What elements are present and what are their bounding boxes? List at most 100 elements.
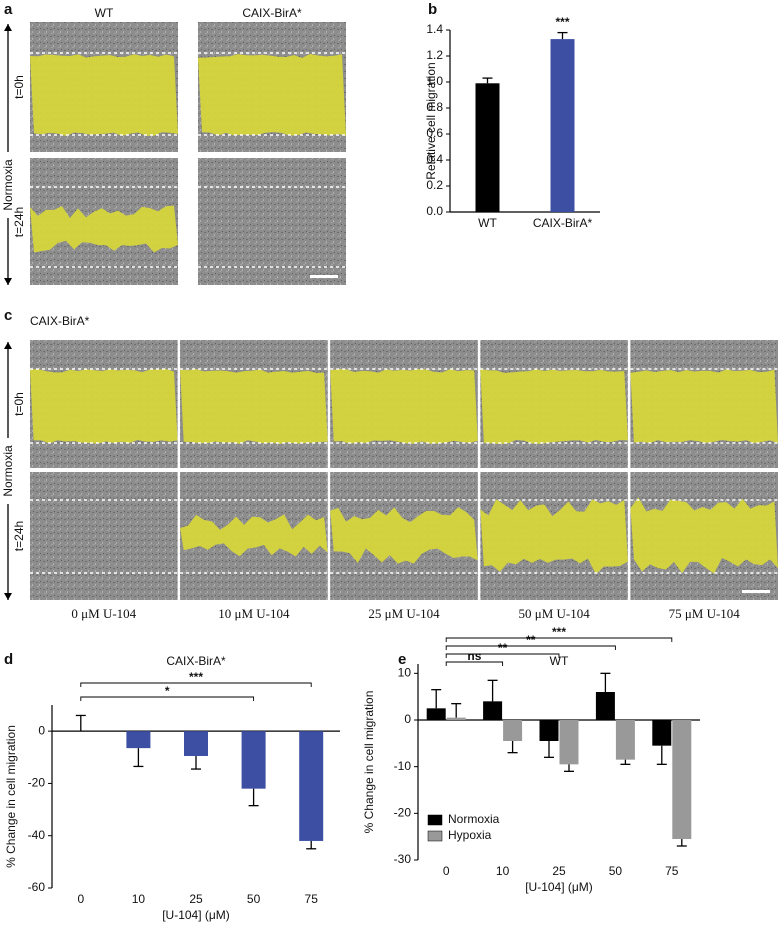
panel-letter: d <box>4 651 13 668</box>
y-axis-label: % Change in cell migration <box>4 725 18 868</box>
y-tick-label: 0.8 <box>426 100 443 114</box>
y-tick-label: -10 <box>394 759 412 773</box>
bar <box>241 731 266 789</box>
y-tick-label: -20 <box>28 776 46 790</box>
x-tick-label: CAIX-BirA* <box>533 216 593 230</box>
comparison-bracket <box>80 682 312 687</box>
significance: *** <box>189 670 203 684</box>
y-tick-label: -20 <box>394 806 412 820</box>
wound-area <box>480 499 628 574</box>
bar <box>483 701 503 720</box>
comparison-bracket <box>445 661 504 666</box>
arrow-head <box>4 278 12 285</box>
panel-letter: e <box>398 651 406 668</box>
y-axis-label: % Change in cell migration <box>362 691 376 834</box>
scale-bar <box>742 590 770 593</box>
bar <box>126 731 151 749</box>
bar <box>446 717 466 720</box>
significance: ** <box>498 641 508 655</box>
significance: *** <box>555 15 569 29</box>
y-tick-label: 0 <box>38 723 45 737</box>
wound-area <box>630 369 778 444</box>
y-tick-label: 0.4 <box>426 152 443 166</box>
y-tick-label: 0.2 <box>426 178 443 192</box>
micrograph <box>198 158 346 285</box>
comparison-bracket <box>80 696 255 701</box>
column-label: 0 μM U-104 <box>71 606 136 621</box>
wound-area <box>180 514 328 557</box>
significance: *** <box>552 625 566 639</box>
comparison-bracket <box>445 637 673 642</box>
wound-area <box>630 497 778 574</box>
significance: ** <box>526 633 536 647</box>
x-tick-label: 10 <box>132 892 146 906</box>
y-tick-label: 1.2 <box>426 48 443 62</box>
x-tick-label: 0 <box>443 864 450 878</box>
column-label: 75 μM U-104 <box>669 606 741 621</box>
wound-area <box>180 369 328 444</box>
panel-title: CAIX-BirA* <box>30 314 90 328</box>
wound-area <box>30 369 178 444</box>
comparison-bracket <box>445 653 560 658</box>
row-label: t=0h <box>12 392 26 416</box>
arrow-head <box>4 24 12 31</box>
bar <box>299 731 324 841</box>
x-tick-label: 50 <box>247 892 261 906</box>
condition-label: Normoxia <box>1 445 15 497</box>
y-tick-label: 0 <box>404 712 411 726</box>
wound-area <box>480 369 628 444</box>
row-label: t=24h <box>12 207 26 237</box>
x-axis-label: [U-104] (μM) <box>162 908 230 922</box>
micrograph <box>30 472 178 600</box>
x-axis-label: [U-104] (μM) <box>525 880 593 894</box>
wound-area <box>30 205 178 253</box>
legend-swatch <box>427 830 443 842</box>
bar <box>426 708 446 720</box>
bar <box>615 720 635 760</box>
chart-title: WT <box>550 654 569 668</box>
row-label: t=0h <box>12 75 26 99</box>
bar <box>652 720 672 746</box>
y-tick-label: 1.4 <box>426 22 443 36</box>
label-bg <box>2 438 15 504</box>
wound-area <box>198 54 346 136</box>
y-tick-label: 10 <box>398 666 412 680</box>
x-tick-label: 75 <box>665 864 679 878</box>
x-tick-label: 75 <box>305 892 319 906</box>
bar <box>559 720 579 765</box>
condition-label: Normoxia <box>1 159 15 211</box>
column-label: WT <box>95 6 114 20</box>
y-tick-label: -40 <box>28 828 46 842</box>
bar <box>539 720 559 741</box>
wound-area <box>330 369 478 444</box>
column-label: 25 μM U-104 <box>368 606 440 621</box>
significance: * <box>165 684 170 698</box>
bar <box>672 720 692 839</box>
y-tick-label: 0.6 <box>426 126 443 140</box>
y-tick-label: -60 <box>28 880 46 894</box>
arrow-head <box>4 593 12 600</box>
bar <box>184 731 208 756</box>
y-tick-label: -30 <box>394 852 412 866</box>
x-tick-label: 25 <box>189 892 203 906</box>
y-axis-label: Relative cell migration <box>424 62 438 179</box>
label-bg <box>2 152 15 218</box>
wound-area <box>30 54 178 136</box>
column-label: 50 μM U-104 <box>518 606 590 621</box>
wound-area <box>330 507 478 564</box>
significance: ns <box>467 649 481 663</box>
x-tick-label: 50 <box>609 864 623 878</box>
x-tick-label: 10 <box>496 864 510 878</box>
column-label: CAIX-BirA* <box>242 6 302 20</box>
legend-label: Hypoxia <box>448 828 492 842</box>
y-tick-label: 1.0 <box>426 74 443 88</box>
bar <box>595 692 615 720</box>
x-tick-label: WT <box>478 216 497 230</box>
x-tick-label: 0 <box>77 892 84 906</box>
legend-swatch <box>427 814 443 826</box>
bar <box>550 39 575 212</box>
chart-title: CAIX-BirA* <box>166 654 226 668</box>
arrow-head <box>4 342 12 349</box>
bar <box>475 83 500 212</box>
